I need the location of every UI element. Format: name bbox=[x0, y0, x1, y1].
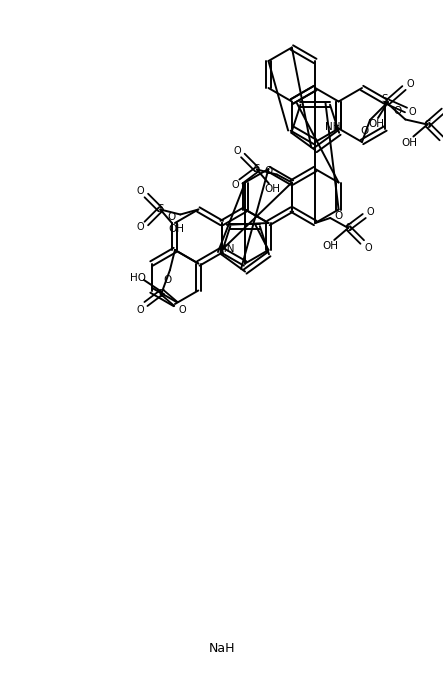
Text: O: O bbox=[136, 223, 144, 232]
Text: O: O bbox=[136, 305, 144, 315]
Text: S: S bbox=[345, 223, 352, 233]
Text: O: O bbox=[393, 106, 401, 116]
Text: HO: HO bbox=[130, 273, 146, 283]
Text: OH: OH bbox=[322, 241, 338, 251]
Text: O: O bbox=[265, 165, 273, 175]
Text: S: S bbox=[159, 289, 165, 299]
Text: S: S bbox=[253, 165, 260, 175]
Text: O: O bbox=[406, 79, 414, 89]
Text: NaH: NaH bbox=[209, 642, 235, 655]
Text: O: O bbox=[334, 211, 342, 221]
Text: O: O bbox=[365, 243, 372, 253]
Text: OH: OH bbox=[401, 137, 417, 148]
Text: O: O bbox=[366, 207, 374, 217]
Text: O: O bbox=[164, 275, 172, 285]
Text: O: O bbox=[231, 181, 239, 190]
Text: O: O bbox=[233, 146, 241, 156]
Text: O: O bbox=[361, 126, 369, 136]
Text: S: S bbox=[157, 204, 163, 215]
Text: HN: HN bbox=[219, 244, 235, 253]
Text: O: O bbox=[408, 107, 416, 117]
Text: S: S bbox=[382, 94, 389, 104]
Text: OH: OH bbox=[168, 225, 184, 234]
Text: OH: OH bbox=[265, 185, 281, 194]
Text: O: O bbox=[178, 305, 186, 315]
Text: S: S bbox=[424, 120, 431, 129]
Text: NH: NH bbox=[326, 122, 341, 132]
Text: OH: OH bbox=[368, 119, 384, 129]
Text: O: O bbox=[167, 211, 175, 221]
Text: O: O bbox=[136, 186, 144, 196]
